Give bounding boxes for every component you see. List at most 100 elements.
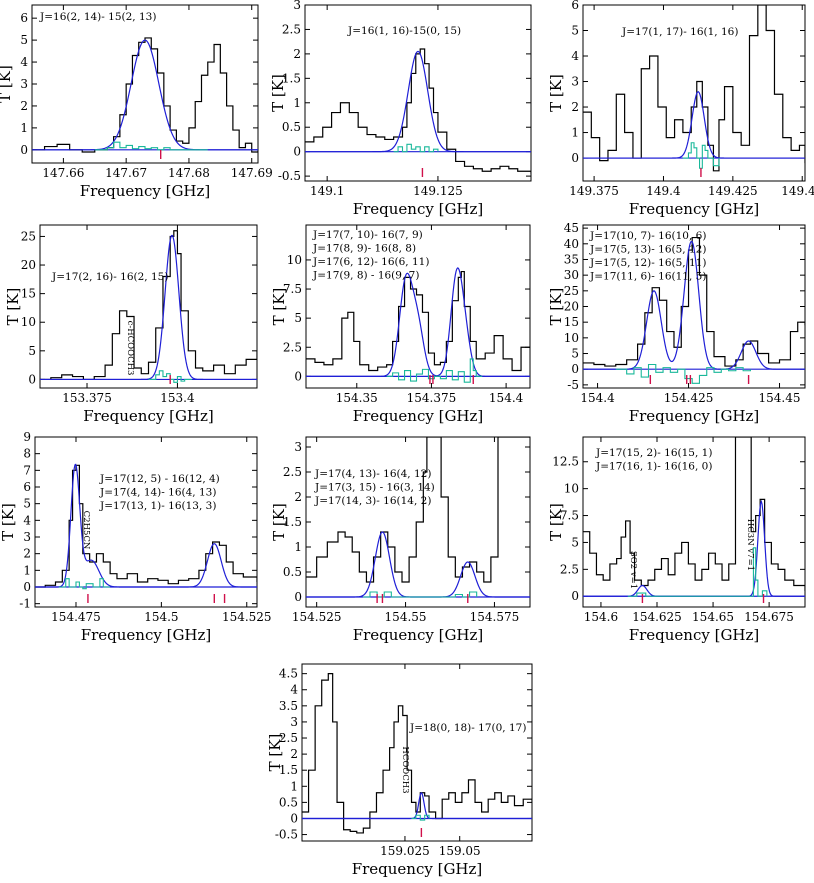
spectrum-line [35,464,257,588]
molecule-annotation: HC3N v7=1 [745,519,755,571]
y-axis-label: T [K] [266,734,284,772]
y-tick-label: 6 [20,11,28,25]
x-tick-label: 154.45 [759,391,801,405]
y-tick-label: 3 [294,440,302,454]
residual-line [615,363,751,384]
transition-label: J=17(3, 15) - 16(3, 14) [314,482,435,494]
y-tick-label: 10 [287,253,302,267]
x-tick-label: 153.375 [62,391,112,405]
plot-area [35,463,257,590]
residual-line [386,358,483,383]
molecule-annotation: SO2 v=1 [628,551,638,589]
panel-p5: 154.35 154.375 154.4 0 2.5 5 7.5 10 Frequency [G… [270,224,531,425]
y-tick-label: 5 [294,311,302,325]
residual-line [362,591,478,598]
transition-label: J=17(12, 5) - 16(12, 4) [99,473,220,485]
x-tick-label: 159.025 [380,844,430,858]
y-tick-label: 0 [293,145,301,159]
y-tick-label: 1 [23,563,31,577]
x-tick-label: 154.55 [385,610,427,624]
x-tick-label: 154.5 [144,610,178,624]
plot-area [305,48,531,174]
plot-area [302,673,532,834]
plot-area [583,437,805,597]
panel-p1: 147.66 147.67 147.68 147.69 0 1 2 3 4 5 6 Frequency… [0,4,273,200]
x-axis-label: Frequency [GHz] [80,182,211,200]
y-tick-label: 0 [571,362,579,376]
x-tick-label: 154.6 [584,610,618,624]
y-tick-label: 6 [571,0,579,12]
y-tick-label: -1 [19,597,31,611]
transition-label: J=17(7, 10)- 16(7, 9) [312,229,423,241]
y-tick-label: 7.5 [560,509,579,523]
y-tick-label: 15 [564,315,579,329]
x-axis-label: Frequency [GHz] [83,407,214,425]
x-axis-label: Frequency [GHz] [629,626,760,644]
y-tick-label: 2 [290,747,298,761]
plot-area [583,5,805,172]
y-axis-label: T [K] [269,74,287,112]
y-tick-label: 2 [23,547,31,561]
axes-frame [305,224,531,389]
fit-line [35,463,257,588]
y-tick-label: 3 [23,530,31,544]
molecule-annotation: c-HCOOCH3 [125,321,135,376]
x-tick-label: 149.1 [310,184,344,198]
x-tick-label: 154.425 [664,391,714,405]
fit-line [32,39,258,151]
x-tick-label: 154.475 [51,610,101,624]
transition-label: J=17(11, 6)- 16(11, 5) [589,271,706,283]
y-axis-label: T [K] [4,288,22,326]
y-tick-label: 2.5 [279,731,298,745]
y-tick-label: 5 [28,344,36,358]
y-tick-label: 0 [571,589,579,603]
y-tick-label: 2 [20,99,28,113]
fit-line [305,50,531,153]
y-tick-label: 10 [564,482,579,496]
x-tick-label: 147.69 [231,166,273,180]
y-tick-label: 4 [23,513,31,527]
y-tick-label: 35 [564,252,579,266]
y-tick-label: 20 [564,300,579,314]
spectrum-line [583,236,805,367]
x-axis-label: Frequency [GHz] [353,626,484,644]
y-tick-label: 2.5 [283,340,302,354]
fit-line [306,267,530,377]
x-tick-label: 147.67 [105,166,147,180]
y-tick-label: 1 [290,779,298,793]
y-tick-label: 0 [571,151,579,165]
x-tick-label: 159.05 [439,844,481,858]
y-tick-label: 10 [564,331,579,345]
panel-p2: 149.1 149.125 -0.5 0 0.5 1 1.5 2 2.5 3 Frequency [… [269,0,532,218]
y-tick-label: 2.5 [282,22,301,36]
fit-line [302,791,532,820]
y-tick-label: 2 [571,100,579,114]
y-tick-label: 25 [564,284,579,298]
y-tick-label: 5 [571,24,579,38]
transition-label: J=17(1, 17)- 16(1, 16) [621,26,738,38]
molecule-annotation: C2H5CN [81,511,91,550]
axes-frame [301,663,533,842]
y-axis-label: T [K] [547,74,565,112]
plot-area [40,230,257,383]
y-tick-label: 1 [571,126,579,140]
y-tick-label: 1.5 [283,515,302,529]
molecule-annotation: HCOOCH3 [400,746,410,793]
transition-label: J=18(0, 18)- 17(0, 17) [409,722,526,734]
plot-area [306,267,530,383]
spectrum-line [306,270,530,372]
axes-frame [582,436,806,608]
y-tick-label: -0.5 [275,828,298,842]
y-tick-label: 0 [20,143,28,157]
transition-label: J=17(9, 8) - 16(9, 7) [312,270,419,282]
y-tick-label: 0.5 [279,795,298,809]
x-tick-label: 154.525 [222,610,272,624]
y-tick-label: 8 [23,447,31,461]
y-axis-label: T [K] [0,65,14,103]
x-tick-label: 153.4 [160,391,195,405]
x-axis-label: Frequency [GHz] [353,407,484,425]
axes-frame [582,4,806,182]
y-tick-label: 30 [564,268,579,282]
spectrum-line [583,437,805,591]
